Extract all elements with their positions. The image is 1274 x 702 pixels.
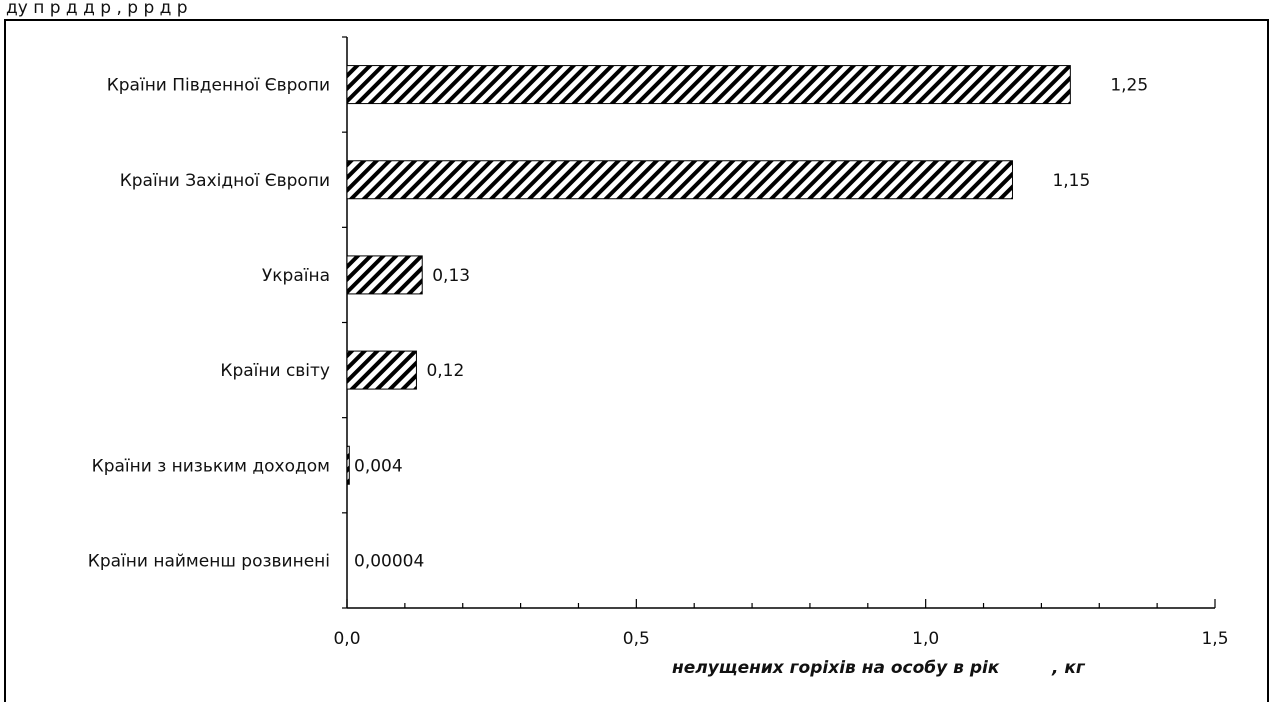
data-label: 0,004 [354, 456, 403, 476]
data-label: 1,25 [1110, 76, 1148, 96]
data-label: 0,13 [432, 266, 470, 286]
bar [346, 255, 423, 295]
category-label: Країни Південної Європи [107, 76, 330, 96]
data-label: 0,12 [426, 361, 464, 381]
x-axis-label: нелущених горіхів на особу в рік [672, 658, 1000, 678]
category-label: Країни з низьким доходом [92, 456, 330, 476]
category-label: Країни Західної Європи [120, 171, 330, 191]
x-tick-label: 1,5 [1201, 629, 1228, 649]
x-tick-label: 1,0 [912, 629, 939, 649]
x-tick-label: 0,5 [623, 629, 650, 649]
bar [346, 445, 350, 485]
plot-area: 0,0 0,5 1,0 1,5 Країни Південної Європи 1,25 К… [88, 36, 1229, 649]
category-label: Країни світу [220, 361, 330, 381]
chart-frame [4, 19, 1269, 702]
bar [346, 65, 1071, 105]
bar [346, 350, 417, 390]
bar [346, 160, 1013, 200]
x-axis-unit: , кг [1051, 658, 1086, 678]
x-tick-label: 0,0 [333, 629, 360, 649]
header-fragment-text: ду п р д д р , р р д р [6, 0, 188, 18]
data-label: 1,15 [1052, 171, 1090, 191]
category-label: Україна [262, 266, 330, 286]
category-label: Країни найменш розвинені [88, 551, 330, 571]
data-label: 0,00004 [354, 551, 424, 571]
